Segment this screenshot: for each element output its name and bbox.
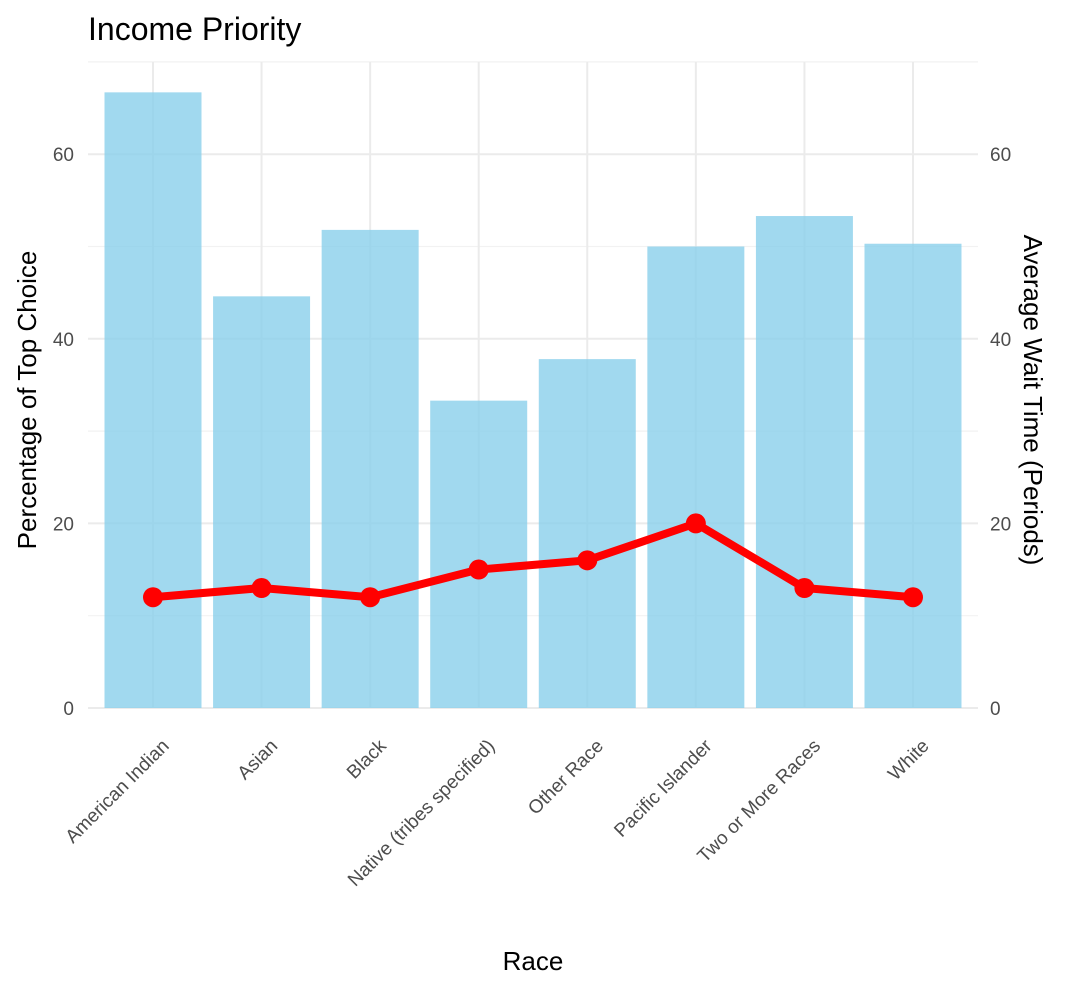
y2-tick-label: 40 bbox=[990, 330, 1011, 351]
bar bbox=[538, 359, 636, 708]
x-tick-label: Pacific Islander bbox=[610, 735, 716, 841]
x-tick-label: American Indian bbox=[62, 736, 174, 848]
bar bbox=[213, 296, 311, 708]
y-tick-label: 0 bbox=[63, 699, 74, 720]
wait-time-point bbox=[143, 587, 163, 608]
bar bbox=[104, 92, 202, 708]
bar bbox=[755, 216, 853, 708]
x-axis-title: Race bbox=[503, 946, 564, 976]
chart-title: Income Priority bbox=[88, 11, 301, 47]
x-tick-label: Two or More Races bbox=[694, 736, 825, 867]
y2-tick-label: 60 bbox=[990, 145, 1011, 166]
wait-time-line-group bbox=[143, 513, 923, 608]
x-tick-label: Other Race bbox=[524, 736, 608, 820]
y-tick-label: 40 bbox=[53, 330, 74, 351]
bar bbox=[430, 400, 528, 708]
x-tick-label: Asian bbox=[234, 736, 282, 784]
bar bbox=[864, 243, 962, 708]
y2-tick-label: 0 bbox=[990, 699, 1001, 720]
wait-time-point bbox=[360, 587, 381, 608]
wait-time-point bbox=[794, 578, 815, 599]
x-tick-label: Black bbox=[343, 735, 391, 783]
y-tick-label: 20 bbox=[53, 514, 74, 535]
wait-time-point bbox=[468, 559, 489, 580]
y-tick-label: 60 bbox=[53, 145, 74, 166]
x-tick-label: White bbox=[884, 736, 933, 785]
bar bbox=[647, 246, 745, 708]
y2-axis-title: Average Wait Time (Periods) bbox=[1018, 235, 1048, 566]
wait-time-point bbox=[577, 550, 598, 571]
wait-time-point bbox=[251, 578, 272, 599]
wait-time-point bbox=[685, 513, 706, 534]
wait-time-line bbox=[149, 519, 917, 602]
y-axis-title: Percentage of Top Choice bbox=[12, 251, 42, 550]
y2-tick-label: 20 bbox=[990, 514, 1011, 535]
wait-time-point bbox=[902, 587, 923, 608]
bar bbox=[321, 229, 419, 709]
bars-group bbox=[104, 92, 962, 709]
